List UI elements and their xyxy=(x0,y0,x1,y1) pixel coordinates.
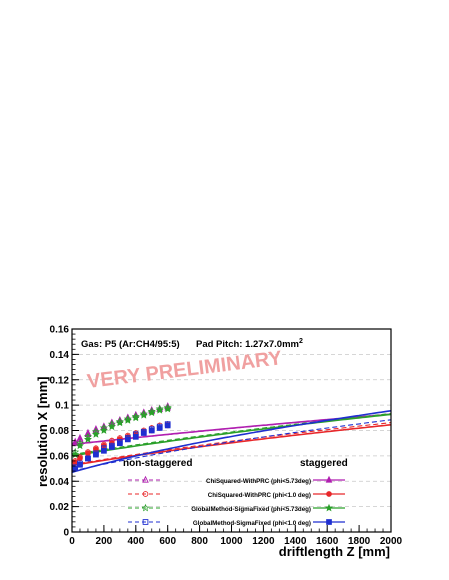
data-point-staggered xyxy=(83,435,92,443)
data-point-staggered xyxy=(123,416,132,424)
fit-curve-nonstaggered xyxy=(71,422,392,466)
fit-curve-staggered xyxy=(71,424,392,467)
y-tick-label: 0.16 xyxy=(50,325,70,336)
legend-marker-nonstaggered xyxy=(141,503,150,512)
data-point-staggered xyxy=(85,450,91,457)
data-point-staggered xyxy=(85,455,91,462)
y-tick-label: 0 xyxy=(63,528,69,539)
x-tick-label: 0 xyxy=(69,536,75,547)
data-point-staggered xyxy=(91,430,100,438)
data-point-staggered xyxy=(115,418,124,427)
y-tick-label: 0.02 xyxy=(50,502,70,513)
fit-curves xyxy=(71,410,392,474)
data-point-staggered xyxy=(155,405,164,414)
data-point-staggered xyxy=(147,408,156,417)
legend-marker-staggered xyxy=(325,475,333,483)
x-tick-label: 1800 xyxy=(348,536,371,547)
x-tick-label: 400 xyxy=(127,536,144,547)
legend-marker-staggered xyxy=(326,519,332,525)
data-point-staggered xyxy=(140,430,147,436)
data-point-staggered xyxy=(148,427,155,434)
data-point-staggered xyxy=(139,411,148,419)
data-point-staggered xyxy=(72,459,79,466)
data-markers xyxy=(71,402,172,472)
data-point-staggered xyxy=(77,461,83,468)
y-tick-label: 0.14 xyxy=(50,350,70,361)
pad-pitch-text: Pad Pitch: 1.27x7.0mm xyxy=(196,339,299,350)
x-axis-title: driftlength Z [mm] xyxy=(279,544,390,559)
fit-curve-staggered xyxy=(71,410,392,474)
legend-marker-staggered xyxy=(324,503,334,512)
legend-marker-nonstaggered xyxy=(142,519,149,525)
legend: non-staggered staggered ChiSquared-WithP… xyxy=(123,458,348,527)
data-point-staggered xyxy=(93,451,99,458)
y-tick-label: 0.1 xyxy=(55,401,69,412)
x-tick-label: 200 xyxy=(96,536,113,547)
data-point-staggered xyxy=(101,447,107,454)
legend-marker-nonstaggered xyxy=(142,491,149,497)
x-tick-label: 1400 xyxy=(284,536,307,547)
data-point-staggered xyxy=(124,436,131,443)
fit-curve-staggered xyxy=(71,413,392,457)
legend-header-nonstaggered: non-staggered xyxy=(123,458,192,469)
x-tick-label: 1000 xyxy=(220,536,243,547)
data-point-staggered xyxy=(156,425,163,431)
legend-entry-1: ChiSquared-WithPRC (phi<5.73deg) xyxy=(206,478,311,485)
legend-entry-3: GlobalMethod-SigmaFixed (phi<5.73deg) xyxy=(191,506,311,513)
data-point-staggered xyxy=(77,455,83,462)
data-point-staggered xyxy=(75,441,84,450)
y-tick-label: 0.12 xyxy=(50,375,70,386)
data-point-staggered xyxy=(107,422,116,431)
data-point-staggered xyxy=(116,440,123,447)
fit-curve-nonstaggered xyxy=(71,419,392,472)
y-tick-label: 0.04 xyxy=(50,477,70,488)
gas-label: Gas: P5 (Ar:CH4/95:5) xyxy=(81,339,180,350)
y-axis-title: resolution X [mm] xyxy=(35,376,50,487)
pad-pitch-label: Pad Pitch: 1.27x7.0mm2 xyxy=(196,338,303,350)
legend-entry-2: ChiSquared-WithPRC (phi<1.0 deg) xyxy=(208,492,311,499)
data-point-staggered xyxy=(131,413,140,422)
data-point-staggered xyxy=(132,433,139,440)
legend-marker-staggered xyxy=(326,491,332,497)
pad-pitch-superscript: 2 xyxy=(299,338,303,345)
data-point-staggered xyxy=(72,465,79,472)
x-tick-label: 800 xyxy=(191,536,208,547)
legend-marker-nonstaggered xyxy=(142,475,149,483)
legend-entry-4: GlobalMethod-SigmaFixed (phi<1.0 deg) xyxy=(193,520,311,527)
legend-symbols xyxy=(128,475,345,525)
x-tick-label: 1600 xyxy=(316,536,339,547)
data-point-staggered xyxy=(163,404,172,413)
x-tick-label: 2000 xyxy=(380,536,403,547)
x-tick-label: 600 xyxy=(159,536,176,547)
data-point-staggered xyxy=(99,426,108,434)
axis-ticks: 0 0.02 0.04 0.06 0.08 0.1 0.12 0.14 0.16 0 200 400 6… xyxy=(50,325,403,548)
x-tick-label: 1200 xyxy=(252,536,275,547)
data-point-staggered xyxy=(164,422,171,429)
data-point-staggered xyxy=(109,444,115,450)
legend-header-staggered: staggered xyxy=(300,458,348,469)
y-tick-label: 0.08 xyxy=(50,426,70,437)
data-point-staggered xyxy=(71,437,79,445)
y-tick-label: 0.06 xyxy=(50,451,70,462)
